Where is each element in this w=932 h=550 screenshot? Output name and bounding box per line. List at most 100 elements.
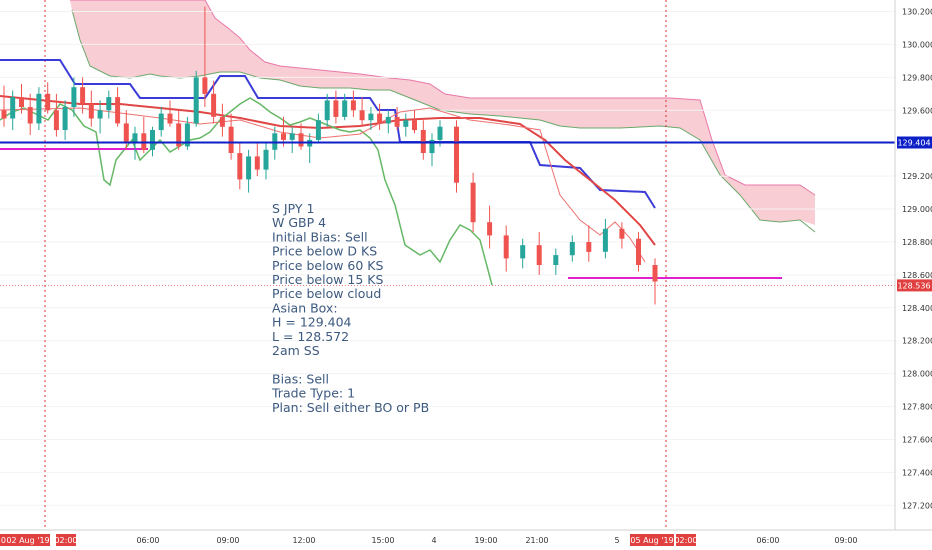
candle-body: [10, 97, 16, 119]
x-tick-badge: [676, 534, 696, 546]
candle-body: [88, 103, 94, 119]
candle-body: [115, 97, 121, 124]
candle-body: [176, 123, 182, 147]
note-line: Price below cloud: [272, 286, 381, 301]
candle-body: [1, 110, 7, 119]
candle-body: [520, 245, 526, 259]
candle-body: [132, 133, 138, 144]
cloud-area: [70, 0, 815, 225]
y-tick-label: 127.400: [902, 468, 932, 477]
note-line: L = 128.572: [272, 329, 349, 344]
candle-body: [454, 126, 459, 183]
note-line: Bias: Sell: [272, 371, 329, 386]
price-badge-red-label: 128.536: [897, 281, 930, 290]
candle-body: [586, 242, 592, 252]
y-tick-label: 127.600: [902, 436, 932, 445]
y-tick-label: 128.200: [902, 337, 932, 346]
candle-body: [636, 238, 641, 265]
note-line: H = 129.404: [272, 315, 352, 330]
y-tick-label: 127.800: [902, 403, 932, 412]
chikou-green-line: [0, 97, 493, 286]
candle-body: [553, 255, 559, 265]
candle-body: [237, 153, 243, 180]
candle-body: [470, 182, 476, 223]
kijun-blue-line: [0, 59, 656, 209]
candle-body: [429, 139, 435, 154]
candle-body: [106, 97, 112, 111]
note-line: Trade Type: 1: [271, 386, 355, 401]
candle-body: [569, 242, 575, 256]
y-tick-label: 130.200: [902, 8, 932, 17]
note-line: Price below 60 KS: [272, 258, 383, 273]
candle-body: [19, 97, 24, 107]
candle-body: [368, 113, 374, 121]
candle-body: [71, 87, 77, 107]
candle-body: [254, 156, 260, 170]
candle-body: [219, 116, 225, 127]
candle-body: [536, 245, 542, 265]
y-tick-label: 128.000: [902, 370, 932, 379]
note-line: Price below 15 KS: [272, 272, 383, 287]
y-tick-label: 128.600: [902, 271, 932, 280]
x-tick-label: 05 Aug '19: [630, 536, 673, 545]
candle-body: [437, 126, 443, 140]
candle-body: [619, 228, 625, 239]
candle-body: [289, 133, 295, 140]
price-badge-blue-bg: [897, 136, 932, 149]
price-badge-red: 128.536: [897, 279, 932, 292]
x-tick-label: 02:00: [54, 536, 77, 545]
x-tick-label: 06:00: [756, 536, 779, 545]
y-tick-label: 128.800: [902, 238, 932, 247]
candle-body: [184, 123, 190, 147]
price-badge-blue-label: 129.404: [897, 139, 930, 148]
x-axis-ticks: 0102 Aug '1902:0006:0009:0012:0015:00419…: [0, 534, 858, 546]
candle-body: [412, 120, 417, 131]
x-tick-label: 4: [431, 536, 436, 545]
note-line: Price below D KS: [272, 244, 377, 259]
candle-body: [503, 235, 509, 259]
candle-body: [97, 110, 103, 119]
candle-body: [342, 100, 348, 117]
candle-body: [315, 120, 321, 140]
candle-body: [228, 126, 234, 153]
candle-body: [602, 228, 608, 252]
y-tick-label: 127.200: [902, 501, 932, 510]
y-tick-label: 129.200: [902, 172, 932, 181]
note-line: Initial Bias: Sell: [272, 229, 368, 244]
x-tick-label: 02:00: [674, 536, 697, 545]
candles-group: [1, 6, 658, 305]
candle-body: [385, 116, 391, 124]
candle-body: [359, 110, 365, 121]
x-axis: 0102 Aug '1902:0006:0009:0012:0015:00419…: [0, 529, 932, 546]
candle-body: [324, 100, 330, 121]
note-line: 2am SS: [272, 343, 320, 358]
y-tick-label: 128.400: [902, 304, 932, 313]
candle-body: [394, 116, 400, 127]
candle-body: [45, 93, 51, 111]
x-tick-label: 06:00: [136, 536, 159, 545]
x-tick-label: 12:00: [292, 536, 315, 545]
y-tick-label: 130.000: [902, 40, 932, 49]
x-tick-badge: [6, 534, 50, 546]
candle-body: [298, 133, 304, 147]
price-badge-red-bg: [897, 279, 932, 292]
candle-body: [123, 123, 129, 144]
x-tick-label: 19:00: [474, 536, 497, 545]
x-tick-label: 09:00: [834, 536, 857, 545]
candle-body: [281, 133, 286, 140]
cloud-edge-span-b: [71, 9, 816, 233]
y-tick-label: 129.600: [902, 106, 932, 115]
candle-body: [36, 93, 42, 124]
x-tick-label: 09:00: [216, 536, 239, 545]
y-tick-label: 129.800: [902, 73, 932, 82]
candle-body: [158, 113, 164, 131]
candle-body: [150, 130, 155, 150]
x-tick-badge: [56, 534, 76, 546]
x-tick-label: 02 Aug '19: [6, 536, 49, 545]
candle-body: [403, 120, 409, 127]
note-line: W GBP 4: [272, 215, 326, 230]
price-levels: [0, 141, 895, 286]
price-badge-blue: 129.404: [897, 136, 932, 149]
